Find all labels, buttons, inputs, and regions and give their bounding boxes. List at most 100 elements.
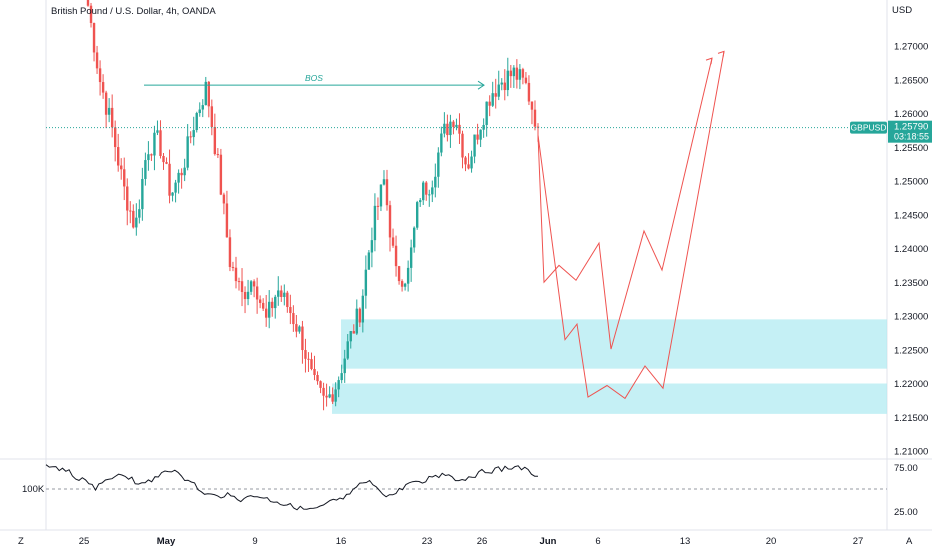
demand-zone[interactable] [332,383,887,414]
projection-alt[interactable] [537,51,725,400]
projection-path[interactable] [537,50,725,400]
candle-body [503,82,506,91]
indicator-line [45,464,539,511]
candle-body [473,134,476,157]
candle-body [89,5,93,24]
candle-body [394,245,398,267]
candle-body [135,217,138,228]
candle-body [237,281,241,283]
time-tick-label: May [157,536,176,547]
candle-body [292,313,295,325]
candle-body [328,394,331,398]
candle-body [171,192,174,196]
candle-body [343,358,346,374]
time-tick-label: 26 [477,536,488,547]
candle-body [373,205,377,241]
chart-title: British Pound / U.S. Dollar, 4h, OANDA [51,6,216,17]
candle-body [113,127,117,148]
candle-body [301,326,304,351]
candle-body [174,182,177,193]
symbol-badge: GBPUSD 1.25790 03:18:55 [850,120,932,143]
candle-body [310,359,313,370]
bos-annotation[interactable]: BOS [144,73,485,90]
candle-body [249,281,253,292]
candle-body [370,240,374,253]
demand-zone[interactable] [341,319,887,369]
candle-body [98,68,102,83]
candle-body [298,326,301,332]
candle-body [92,23,96,53]
candle-body [307,358,310,360]
price-badge-countdown: 03:18:55 [894,132,929,142]
candle-body [428,194,431,196]
candle-body [385,179,389,206]
time-tick-label: 6 [595,536,600,547]
candle-body [177,172,180,183]
candle-body [361,295,365,323]
candle-body [240,281,244,293]
time-tick-label: 13 [680,536,691,547]
candle-body [419,200,422,203]
price-tick-label: 1.26500 [894,75,928,86]
candle-body [440,133,443,153]
candle-body [494,93,497,97]
candle-body [216,154,220,156]
candle-body [512,67,516,77]
candle-body [364,269,368,296]
candle-body [252,281,256,287]
symbol-badge-bg [850,121,887,134]
bos-arrowhead [477,80,485,90]
auto-scale-button[interactable]: A [906,536,913,547]
candle-body [476,134,479,140]
zoom-reset-button[interactable]: Z [18,536,24,547]
candle-body [153,132,156,156]
candle-body [204,81,207,106]
candle-body [464,157,467,165]
time-scale[interactable]: 25 May 9 16 23 26 Jun 6 13 20 27 [79,536,864,547]
candle-body [355,308,358,334]
projection-arrowhead [717,50,725,58]
price-tick-label: 1.27000 [894,42,928,53]
candle-body [434,176,437,188]
candle-body [201,105,204,110]
candle-body [246,291,250,300]
projection-main[interactable] [537,58,713,350]
candle-body [521,69,525,78]
price-scale[interactable]: 1.27000 1.26500 1.26000 1.25500 1.25000 1.245… [894,42,928,458]
bos-label: BOS [305,73,323,83]
candle-body [258,299,262,303]
candle-body [334,389,337,402]
candle-body [274,296,277,309]
candle-body [144,160,147,179]
candle-body [228,237,232,267]
candle-body [268,301,271,318]
price-tick-label: 1.25000 [894,177,928,188]
demand-zones[interactable] [332,319,887,414]
candle-body [458,124,461,134]
candle-body [255,286,259,300]
price-tick-label: 1.24500 [894,210,928,221]
price-tick-label: 1.24000 [894,244,928,255]
candle-body [422,182,425,201]
price-tick-label: 1.23500 [894,278,928,289]
candle-body [168,163,171,196]
candle-body [159,130,162,156]
time-tick-label: 27 [853,536,864,547]
candle-body [491,93,494,106]
candle-body [391,237,395,246]
candle-body [452,121,455,127]
candle-body [261,302,265,309]
price-tick-label: 1.21000 [894,447,928,458]
candle-body [165,162,168,164]
candle-body [141,178,144,210]
indicator-scale-top: 75.00 [894,463,918,474]
candle-body [346,341,349,359]
candle-body [86,0,90,6]
candle-body [198,109,201,114]
price-badge-bg [888,120,932,143]
candle-body [331,394,334,402]
candle-body [138,209,141,218]
price-tick-label: 1.21500 [894,413,928,424]
candle-body [286,292,289,308]
